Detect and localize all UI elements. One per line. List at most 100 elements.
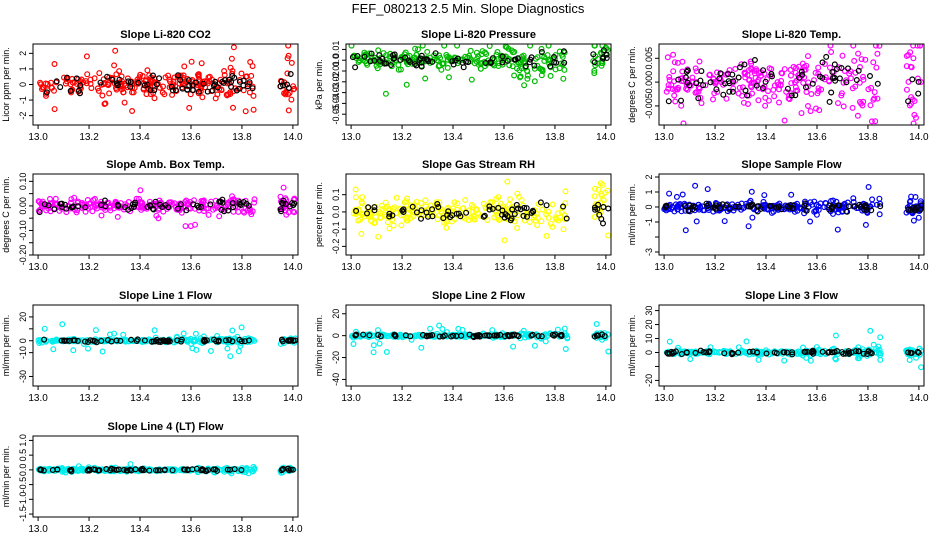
overlay-point [703,349,710,356]
overlay-point [75,203,82,210]
data-point [473,58,480,65]
overlay-point [102,203,109,210]
data-point [443,51,450,58]
overlay-point [285,84,292,91]
data-point [810,77,817,84]
data-point [561,66,568,73]
data-point [285,44,292,49]
data-point [246,89,253,96]
data-point [235,208,242,215]
overlay-point [214,84,221,91]
x-tick-label: 13.8 [232,132,252,143]
data-point [840,103,847,110]
data-point [357,216,364,223]
overlay-point [730,78,737,85]
overlay-point [523,213,530,220]
data-point [543,232,550,239]
overlay-point [527,56,534,63]
overlay-point [463,209,470,216]
data-point [539,206,546,213]
data-point [546,56,553,63]
data-point [410,54,417,61]
y-axis-label: ml/min per min. [1,315,11,377]
data-point [692,182,699,189]
data-point [137,71,144,78]
data-point [749,90,756,97]
overlay-point [57,84,64,91]
overlay-point [177,76,184,83]
data-point [709,96,716,103]
overlay-point [110,466,117,473]
y-tick-label: -1.5 [18,506,28,522]
overlay-point [432,50,439,57]
data-point [229,193,236,200]
data-point [792,64,799,71]
data-point [847,75,854,82]
overlay-point [141,82,148,89]
overlay-point [133,338,140,345]
data-point [160,83,167,90]
overlay-point [726,205,733,212]
overlay-point [826,98,833,105]
x-tick-label: 13.8 [232,524,252,535]
plot-frame [658,173,925,256]
data-point [352,194,359,201]
overlay-point [140,467,147,474]
data-point [440,60,447,67]
x-tick-label: 13.8 [858,262,878,273]
data-point [415,332,422,339]
overlay-point [376,52,383,59]
overlay-point [104,337,111,344]
overlay-point [809,80,816,87]
data-point [872,44,879,49]
overlay-point [291,200,298,207]
x-tick-label: 13.8 [232,262,252,273]
overlay-point [174,205,181,212]
data-point [787,72,794,79]
overlay-point [152,198,159,205]
overlay-point [190,201,197,208]
data-point [754,78,761,85]
data-point [838,90,845,97]
data-point [854,112,861,119]
data-point [846,70,853,77]
x-tick-label: 13.2 [79,132,99,143]
data-point [184,199,191,206]
overlay-point [760,84,767,91]
overlay-point [695,95,702,102]
data-point [807,108,814,115]
data-point [868,118,875,125]
data-point [348,44,355,49]
data-point [410,213,417,220]
overlay-point [388,61,395,68]
points-layer [348,44,611,97]
data-point [486,44,493,49]
overlay-point [736,203,743,210]
y-tick-label: -0.5 [18,477,28,493]
data-point [427,325,434,332]
overlay-point [51,206,58,213]
overlay-point [563,215,570,222]
overlay-point [40,467,47,474]
overlay-point [905,349,912,356]
overlay-point [109,76,116,83]
panel-6: Slope Sample Flow ml/min per min. -3 -1 0 1 2 1… [627,159,929,273]
x-tick-label: 14.0 [283,262,303,273]
data-point [599,181,606,188]
x-tick-label: 14.0 [283,393,303,404]
overlay-point [429,206,436,213]
overlay-point [846,350,853,357]
overlay-point [195,204,202,211]
x-tick-label: 13.2 [392,393,412,404]
overlay-point [423,209,430,216]
overlay-point [502,211,509,218]
overlay-point [749,348,756,355]
x-tick-label: 13.6 [494,262,514,273]
data-point [444,64,451,71]
data-point [48,84,55,91]
data-point [391,204,398,211]
overlay-point [700,82,707,89]
data-point [549,201,556,208]
overlay-point [745,203,752,210]
y-tick-label: 30 [644,306,654,316]
